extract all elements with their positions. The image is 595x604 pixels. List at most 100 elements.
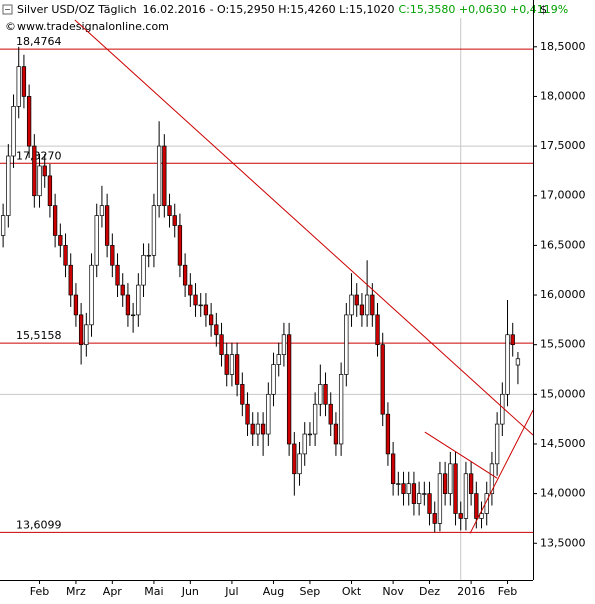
candle-body xyxy=(115,264,120,286)
candle-body xyxy=(193,294,198,306)
candle-body xyxy=(281,334,287,355)
candle-body xyxy=(68,264,73,296)
candle-body xyxy=(354,294,359,306)
candle-body xyxy=(406,483,411,494)
candle-body xyxy=(177,225,183,266)
currency: $ xyxy=(540,3,547,16)
candle-body xyxy=(489,463,495,494)
level-label: 17,3270 xyxy=(16,149,62,162)
candle-body xyxy=(458,513,463,519)
candle-body xyxy=(401,483,406,494)
candle-body xyxy=(203,304,209,316)
candle-body xyxy=(63,245,68,266)
candle-body xyxy=(214,324,219,336)
candle-body xyxy=(427,493,432,514)
x-tick-label: Aug xyxy=(263,585,284,598)
source: www.tradesignalonline.com xyxy=(17,20,169,33)
candle-body xyxy=(328,403,333,425)
candle-body xyxy=(26,96,32,147)
trendline xyxy=(74,19,534,436)
x-tick-label: Nov xyxy=(382,585,404,598)
candle-body xyxy=(453,463,458,514)
x-tick-label: Okt xyxy=(342,585,362,598)
candle-body xyxy=(276,354,281,365)
candle-body xyxy=(255,423,261,435)
candle-body xyxy=(84,324,89,346)
y-tick-label: 18,5000 xyxy=(540,40,586,53)
candle-body xyxy=(151,205,157,256)
level-label: 18,4764 xyxy=(16,35,62,48)
chart-header: Silver USD/OZ Täglich 16.02.2016 - O:15,29… xyxy=(17,3,568,16)
candle-body xyxy=(47,175,53,207)
candle-body xyxy=(120,284,125,296)
candle-body xyxy=(370,294,375,316)
candle-body xyxy=(229,354,235,375)
candle-body xyxy=(167,205,172,216)
date: 16.02.2016 xyxy=(143,3,206,16)
candle-body xyxy=(21,66,27,97)
change: C:15,3580 +0,0630 +0,4119% xyxy=(398,3,568,16)
candle-body xyxy=(385,413,391,455)
candle-body xyxy=(318,384,323,405)
candle-body xyxy=(416,493,422,504)
candle-body xyxy=(219,334,224,355)
y-tick-label: 16,5000 xyxy=(540,238,586,251)
candle-body xyxy=(110,245,115,266)
y-tick-label: 14,0000 xyxy=(540,487,586,500)
x-tick-label: Jul xyxy=(224,585,238,598)
candle-body xyxy=(234,354,240,385)
level-label: 13,6099 xyxy=(16,518,62,531)
candle-body xyxy=(266,393,271,435)
candle-body xyxy=(146,254,151,257)
x-tick-label: Mrz xyxy=(66,585,86,598)
candle-body xyxy=(182,264,188,286)
candle-body xyxy=(37,165,42,197)
candle-body xyxy=(312,403,318,435)
candle-body xyxy=(73,294,79,316)
candle-body xyxy=(500,393,505,425)
candle-body xyxy=(442,473,448,494)
x-tick-label: 2016 xyxy=(457,585,485,598)
candle-body xyxy=(494,423,500,465)
source-prefix: © xyxy=(5,20,16,33)
candle-body xyxy=(468,473,474,494)
candle-body xyxy=(515,358,521,366)
candle-body xyxy=(188,284,193,296)
candle-body xyxy=(198,304,203,307)
candle-body xyxy=(390,453,396,485)
y-tick-label: 17,5000 xyxy=(540,139,586,152)
candle-body xyxy=(162,145,167,207)
candle-body xyxy=(411,483,417,504)
ohlc: - O:15,2950 H:15,4260 L:15,1020 xyxy=(210,3,395,16)
candle-body xyxy=(479,513,484,519)
candle-body xyxy=(32,145,37,197)
candle-body xyxy=(130,314,136,317)
candle-body xyxy=(432,513,437,524)
x-tick-label: Dez xyxy=(419,585,440,598)
x-tick-label: Apr xyxy=(103,585,123,598)
trendline xyxy=(469,409,534,534)
candle-body xyxy=(463,473,469,519)
candle-body xyxy=(448,463,453,494)
x-tick-label: Jun xyxy=(181,585,199,598)
candle-body xyxy=(240,384,245,405)
candle-body xyxy=(333,423,339,445)
x-tick-label: Feb xyxy=(498,585,517,598)
y-tick-label: 14,5000 xyxy=(540,437,586,450)
candle-body xyxy=(125,294,131,316)
candle-body xyxy=(510,334,515,346)
candle-body xyxy=(422,493,427,495)
x-tick-label: Sep xyxy=(300,585,321,598)
candle-body xyxy=(245,403,250,425)
candle-body xyxy=(292,443,297,475)
candle-body xyxy=(42,165,47,177)
y-tick-label: 15,0000 xyxy=(540,387,586,400)
level-label: 15,5158 xyxy=(16,329,62,342)
candle-body xyxy=(286,334,292,445)
candle-body xyxy=(78,314,84,346)
candle-body xyxy=(380,344,385,415)
candle-body xyxy=(260,423,266,435)
candle-body xyxy=(58,235,63,246)
